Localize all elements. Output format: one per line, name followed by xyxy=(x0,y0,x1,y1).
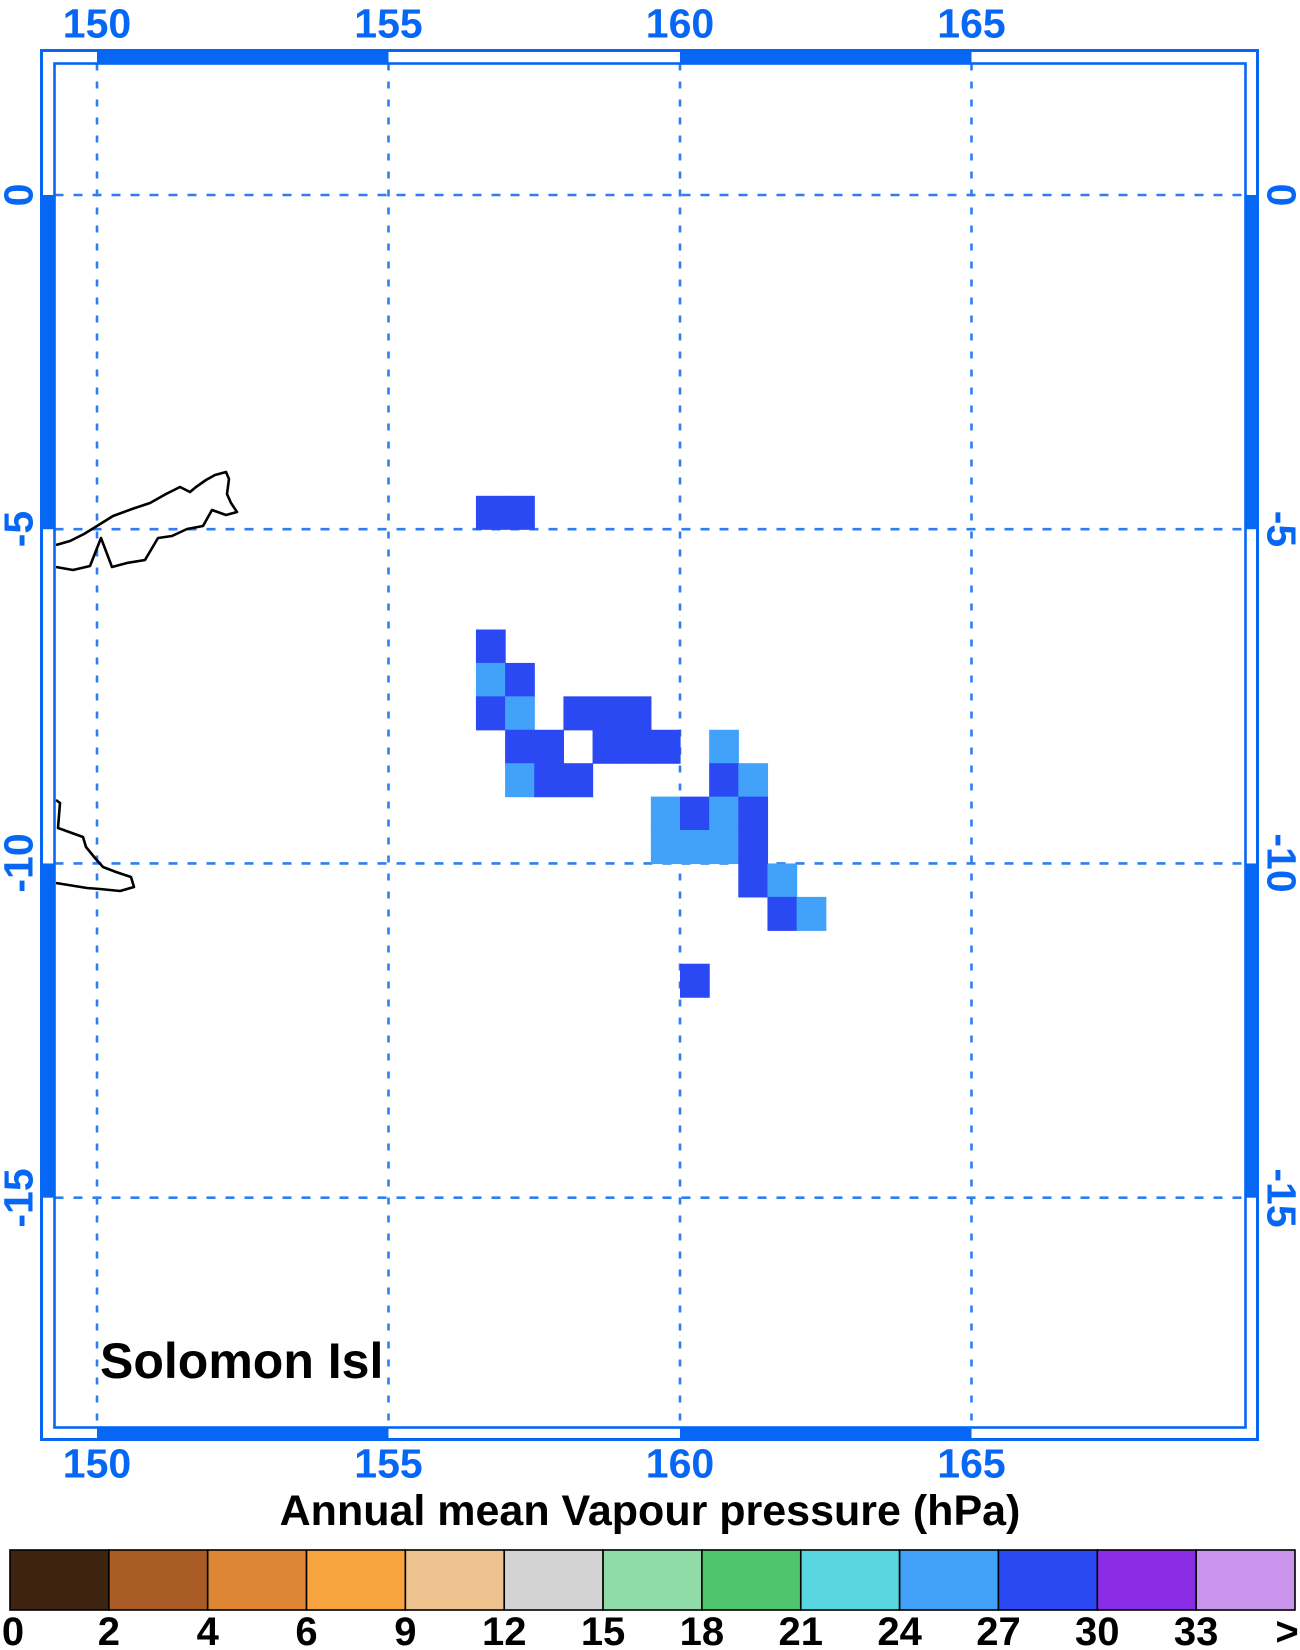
grid-cell xyxy=(475,629,506,664)
grid-cell xyxy=(709,729,739,764)
colorbar-tick-0: 0 xyxy=(1,1610,25,1650)
grid-cell xyxy=(709,796,739,831)
colorbar-tick-21: 21 xyxy=(778,1610,824,1650)
colorbar-tick->: > xyxy=(1275,1610,1299,1650)
grid-cell xyxy=(505,495,535,530)
colorbar-bin-6-9 xyxy=(305,1549,407,1611)
grid-cell xyxy=(534,729,564,764)
lon-label-top-150: 150 xyxy=(62,0,132,47)
colorbar-tick-27: 27 xyxy=(976,1610,1021,1650)
grid-cell xyxy=(709,763,739,798)
lon-label-top-160: 160 xyxy=(645,0,715,47)
grid-cell xyxy=(505,662,535,697)
outer-frame xyxy=(40,49,1259,1441)
border-bar-bottom xyxy=(97,1427,389,1439)
colorbar-tick-18: 18 xyxy=(679,1610,725,1650)
lon-label-top-165: 165 xyxy=(937,0,1006,47)
colorbar-bin-12-15 xyxy=(503,1549,604,1611)
colorbar-tick-30: 30 xyxy=(1075,1610,1120,1650)
border-bar-right xyxy=(1245,195,1257,530)
grid-cell xyxy=(563,696,594,731)
grid-cell xyxy=(796,896,827,931)
grid-cell xyxy=(592,696,623,731)
grid-cell xyxy=(738,763,769,798)
lon-label-top-155: 155 xyxy=(354,0,423,47)
border-bar-right xyxy=(1245,863,1257,1198)
lat-label-left--10: -10 xyxy=(0,833,42,894)
grid-cell xyxy=(475,662,506,697)
grid-cell xyxy=(505,696,535,731)
coastline-0 xyxy=(55,470,239,572)
colorbar-tick-2: 2 xyxy=(97,1610,120,1650)
lat-label-right-0: 0 xyxy=(1258,183,1300,207)
coastline-1 xyxy=(55,798,136,893)
border-bar-left xyxy=(42,195,55,530)
grid-cell xyxy=(475,696,506,731)
border-bar-top xyxy=(97,51,389,64)
colorbar-tick-4: 4 xyxy=(196,1610,219,1650)
colorbar-bin-30-33 xyxy=(1096,1549,1197,1611)
grid-cell xyxy=(534,763,564,798)
colorbar-bin-21-24 xyxy=(799,1549,901,1611)
grid-cell xyxy=(680,796,710,831)
colorbar-bin-27-30 xyxy=(997,1549,1099,1611)
colorbar-bin-18-21 xyxy=(701,1549,802,1611)
colorbar-bin-24-27 xyxy=(898,1549,1000,1611)
grid-cell xyxy=(505,729,535,764)
border-bar-bottom xyxy=(680,1427,972,1439)
colorbar-title: Annual mean Vapour pressure (hPa) xyxy=(279,1487,1021,1535)
colorbar-bin-15-18 xyxy=(602,1549,703,1611)
lat-label-right--10: -10 xyxy=(1258,833,1300,894)
grid-cell xyxy=(738,796,769,831)
colorbar-bin->33 xyxy=(1195,1549,1296,1611)
lat-label-left-0: 0 xyxy=(0,183,42,207)
colorbar-tick-6: 6 xyxy=(295,1610,318,1650)
border-bar-left xyxy=(42,863,55,1198)
lat-label-left--15: -15 xyxy=(0,1168,42,1228)
colorbar-tick-24: 24 xyxy=(877,1610,922,1650)
colorbar-tick-15: 15 xyxy=(580,1610,626,1650)
grid-cell xyxy=(738,863,769,898)
grid-cell xyxy=(475,495,506,530)
lon-label-bottom-165: 165 xyxy=(937,1440,1006,1487)
inner-frame xyxy=(53,62,1247,1429)
lon-label-bottom-160: 160 xyxy=(645,1440,715,1487)
grid-cell xyxy=(680,963,710,998)
grid-cell xyxy=(621,729,652,764)
grid-cell xyxy=(680,830,710,865)
grid-cell xyxy=(592,729,623,764)
grid-cell xyxy=(621,696,652,731)
colorbar-bin-9-12 xyxy=(404,1549,506,1611)
lat-label-right--15: -15 xyxy=(1258,1168,1300,1228)
colorbar-tick-9: 9 xyxy=(394,1610,417,1650)
lat-label-left--5: -5 xyxy=(0,510,42,548)
grid-cell xyxy=(767,896,798,931)
lon-label-bottom-150: 150 xyxy=(62,1440,132,1487)
grid-cell xyxy=(650,796,681,831)
colorbar-bin-4-6 xyxy=(206,1549,308,1611)
region-title: Solomon Isl xyxy=(100,1333,384,1389)
border-bar-top xyxy=(680,51,972,64)
grid-cell xyxy=(505,763,535,798)
grid-cell xyxy=(738,830,769,865)
colorbar-tick-33: 33 xyxy=(1173,1610,1219,1650)
grid-cell xyxy=(709,830,739,865)
grid-cell xyxy=(563,763,594,798)
grid-cell xyxy=(767,863,798,898)
colorbar-tick-12: 12 xyxy=(481,1610,527,1650)
colorbar-bin-0-2 xyxy=(9,1549,110,1611)
grid-cell xyxy=(650,830,681,865)
grid-cell xyxy=(650,729,681,764)
lat-label-right--5: -5 xyxy=(1258,510,1300,548)
colorbar-bin-2-4 xyxy=(108,1549,209,1611)
lon-label-bottom-155: 155 xyxy=(354,1440,423,1487)
